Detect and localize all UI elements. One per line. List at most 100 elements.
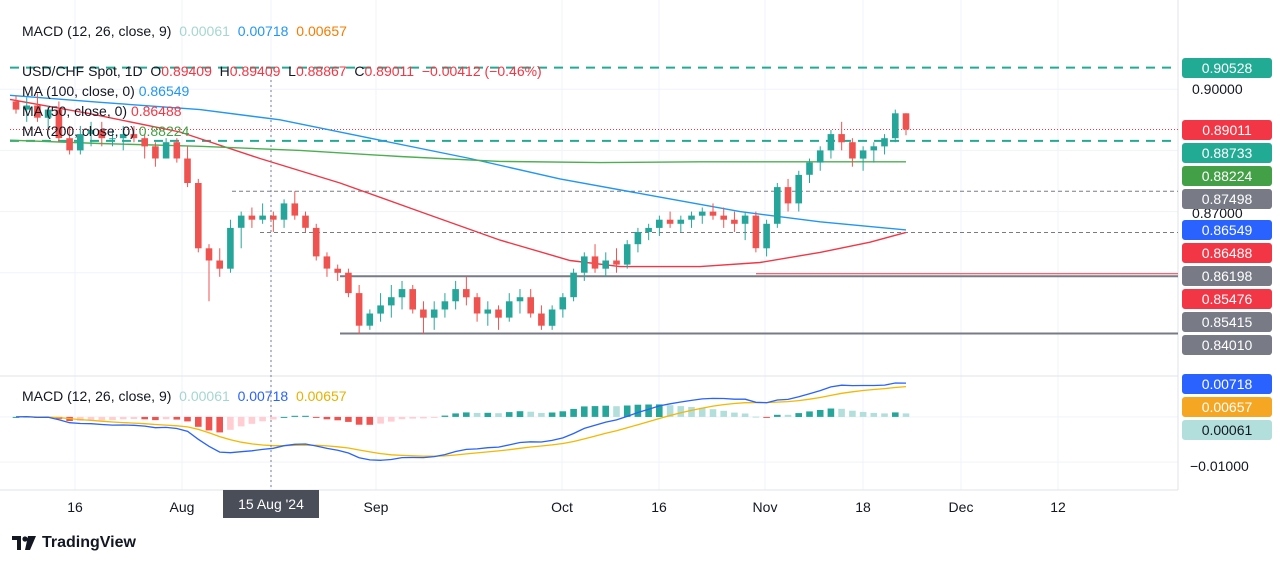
price-tag-0.88224: 0.88224: [1182, 165, 1272, 186]
candle-body-67: [731, 219, 738, 224]
candle-3: [44, 105, 52, 130]
macd-legend-signal: 0.00657: [295, 388, 347, 404]
macd-hist-bar-60: [656, 404, 663, 417]
candle-51: [559, 293, 567, 318]
macd-pane: [12, 382, 910, 461]
tradingview-logo: TradingView: [12, 534, 136, 552]
price-tag-0.89011: 0.89011: [1182, 119, 1272, 140]
candle-body-61: [666, 219, 674, 224]
candle-body-45: [495, 309, 502, 318]
candle-48: [527, 289, 534, 318]
macd-hist-bar-24: [270, 416, 277, 420]
macd-hist-bar-65: [709, 409, 717, 417]
candle-80: [870, 142, 878, 163]
candle-14: [162, 138, 170, 159]
macd-hist-bar-57: [623, 405, 631, 417]
change-value: −0.00412 (−0.46%): [421, 63, 542, 79]
macd-hist-bar-48: [527, 411, 534, 417]
candle-body-75: [816, 150, 824, 163]
candle-body-25: [280, 203, 288, 220]
macd-hist-bar-42: [463, 412, 470, 417]
macd-hist-bar-79: [859, 411, 867, 417]
price-tag-0.85415: 0.85415: [1182, 311, 1272, 332]
horizontal-levels: [10, 66, 1178, 335]
candle-71: [774, 183, 781, 228]
ma200-label: MA (200, close, 0): [22, 123, 135, 139]
candle-body-20: [227, 227, 234, 269]
candle-body-14: [162, 142, 170, 159]
candle-74: [806, 158, 813, 184]
candle-47: [516, 289, 524, 314]
candle-77: [838, 121, 845, 151]
candle-body-76: [827, 134, 835, 151]
candle-body-42: [463, 289, 470, 298]
candle-20: [227, 219, 234, 273]
candle-45: [495, 305, 502, 330]
candle-64: [698, 207, 706, 224]
open-label: O: [150, 63, 162, 79]
candle-16: [184, 146, 191, 188]
low-value: 0.88867: [295, 63, 347, 79]
candle-60: [656, 215, 663, 237]
candle-78: [849, 138, 856, 167]
candle-54: [591, 244, 599, 273]
candle-18: [205, 244, 213, 302]
candle-23: [259, 203, 266, 224]
low-label: L: [288, 63, 296, 79]
macd-hist-bar-82: [892, 412, 899, 417]
macd-hist-bar-17: [195, 416, 202, 427]
candle-68: [741, 211, 749, 241]
macd-legend-hist: 0.00061: [179, 388, 230, 404]
candle-5: [66, 125, 73, 155]
candle-body-27: [302, 215, 309, 228]
candle-body-9: [109, 138, 116, 140]
moving-averages: [9, 94, 907, 268]
candle-2: [34, 93, 41, 122]
macd-hist-bar-73: [795, 413, 802, 417]
candle-body-53: [581, 256, 588, 273]
candle-79: [859, 146, 867, 171]
crosshair-date-label: 15 Aug '24: [223, 490, 319, 518]
candle-body-11: [130, 134, 138, 139]
macd-hist-bar-8: [98, 416, 106, 421]
macd-hist-bar-56: [613, 406, 620, 417]
candle-body-46: [505, 301, 513, 318]
macd-hist-bar-45: [495, 413, 502, 417]
candle-body-50: [548, 309, 556, 326]
candle-body-56: [613, 260, 620, 265]
top-indicator-signal: 0.00657: [296, 23, 347, 39]
candle-61: [666, 211, 674, 228]
ma100-value: 0.86549: [138, 83, 190, 99]
ma50-line: [9, 98, 907, 268]
macd-hist-bar-51: [559, 411, 567, 417]
candle-31: [345, 268, 352, 298]
macd-hist-bar-83: [902, 413, 910, 417]
candle-50: [548, 305, 556, 330]
candle-body-18: [205, 248, 213, 261]
candle-body-26: [291, 203, 299, 216]
macd-hist-bar-64: [698, 407, 706, 417]
candle-body-71: [774, 187, 781, 224]
candle-53: [581, 252, 588, 281]
candle-15: [173, 138, 181, 163]
candle-body-4: [55, 109, 63, 139]
macd-hist-bar-23: [259, 416, 266, 422]
candle-body-80: [870, 146, 878, 151]
candle-body-19: [216, 260, 223, 269]
macd-hist-bar-44: [484, 412, 492, 417]
date-label-sep: Sep: [363, 499, 389, 515]
candle-body-8: [98, 130, 106, 139]
macd-hist-bar-25: [280, 416, 288, 418]
candle-34: [377, 293, 384, 322]
macd-hist-bar-16: [184, 416, 191, 422]
candle-body-51: [559, 297, 567, 310]
price-axis-label-0.90000: 0.90000: [1192, 81, 1243, 97]
candle-66: [720, 207, 727, 228]
macd-hist-bar-61: [666, 405, 674, 417]
candle-42: [463, 276, 470, 306]
candle-body-23: [259, 215, 266, 220]
macd-legend: MACD (12, 26, close, 9) 0.00061 0.00718 …: [22, 387, 347, 405]
top-indicator-hist: 0.00061: [179, 23, 230, 39]
candle-58: [634, 227, 642, 253]
